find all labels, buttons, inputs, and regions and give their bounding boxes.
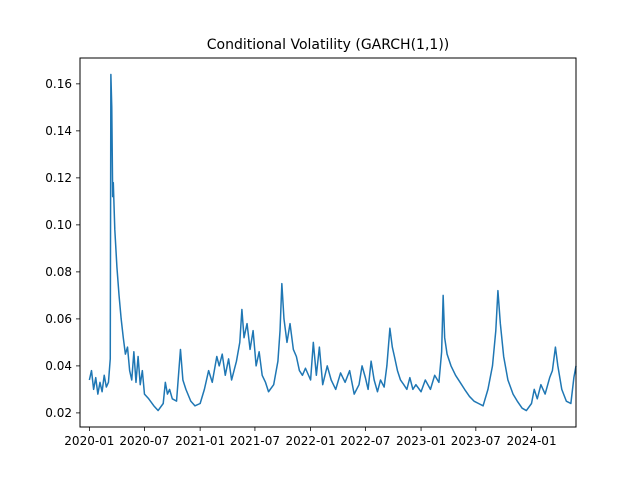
y-axis: 0.02 0.04 0.06 0.08 0.10 0.12 0.14 0.16 xyxy=(45,77,80,420)
y-tick-label: 0.02 xyxy=(45,406,72,420)
x-tick-label: 2021-01 xyxy=(175,434,225,448)
y-tick-label: 0.14 xyxy=(45,124,72,138)
y-tick-label: 0.08 xyxy=(45,265,72,279)
y-tick-label: 0.10 xyxy=(45,218,72,232)
x-tick-label: 2023-01 xyxy=(396,434,446,448)
series-line-1 xyxy=(88,73,577,412)
y-tick-label: 0.04 xyxy=(45,359,72,373)
y-tick-label: 0.06 xyxy=(45,312,72,326)
x-tick-label: 2022-07 xyxy=(340,434,390,448)
axes-frame xyxy=(79,57,577,428)
x-tick-label: 2024-01 xyxy=(506,434,556,448)
plot-area xyxy=(88,73,577,412)
x-tick-label: 2021-07 xyxy=(230,434,280,448)
x-tick-label: 2022-01 xyxy=(286,434,336,448)
y-tick-label: 0.12 xyxy=(45,171,72,185)
chart-title: Conditional Volatility (GARCH(1,1)) xyxy=(207,37,450,53)
y-tick-label: 0.16 xyxy=(45,77,72,91)
x-tick-label: 2020-07 xyxy=(119,434,169,448)
x-tick-label: 2023-07 xyxy=(451,434,501,448)
x-axis: 2020-01 2020-07 2021-01 2021-07 2022-01 2022-… xyxy=(64,427,557,448)
x-tick-label: 2020-01 xyxy=(64,434,114,448)
